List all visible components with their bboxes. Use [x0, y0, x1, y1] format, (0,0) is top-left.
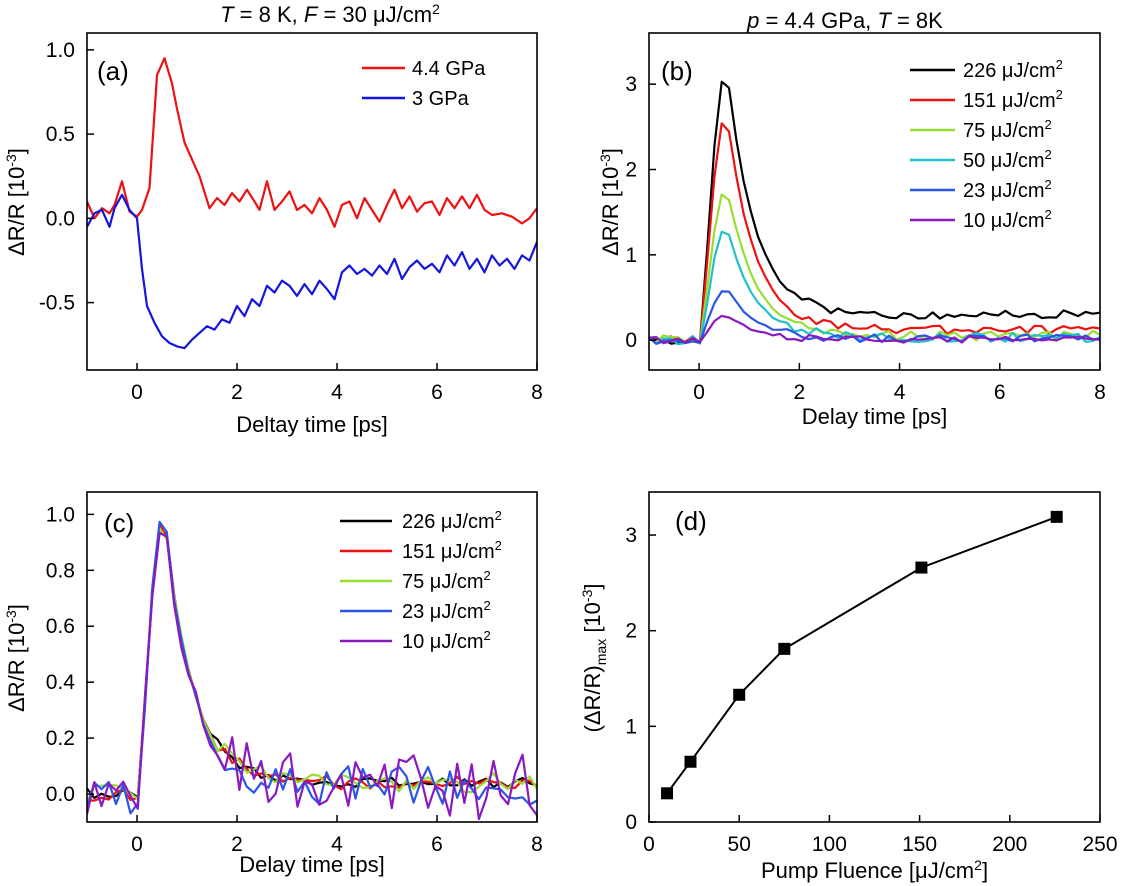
y-axis-label: (ΔR/R)max [10-3]	[579, 584, 609, 733]
x-tick-label: 4	[894, 381, 906, 404]
x-tick-label: 100	[812, 833, 847, 856]
series-line-5	[649, 290, 1100, 345]
legend-label: 10 μJ/cm2	[963, 207, 1052, 232]
legend-label: 10 μJ/cm2	[402, 628, 491, 653]
y-tick-label: 0.6	[46, 615, 75, 638]
data-point-3	[733, 688, 746, 701]
series-line-6	[649, 314, 1100, 345]
panel-a: 0 2 4 6 8 -0.5 0.0 0.5 1.0 Deltay time [ps] ΔR/R […	[3, 32, 543, 437]
series-line-1	[87, 57, 537, 228]
x-axis-label: Delay time [ps]	[239, 852, 385, 877]
axes-frame	[86, 491, 538, 823]
x-tick-label: 0	[131, 381, 143, 404]
y-tick-label: -0.5	[39, 292, 75, 315]
panel-c: 0 2 4 6 8 0.0 0.2 0.4 0.6 0.8 1.0 Delay time [ps] ΔR…	[3, 491, 543, 877]
legend-label: 151 μJ/cm2	[963, 87, 1063, 112]
x-tick-label: 8	[531, 381, 543, 404]
panel-label: (d)	[675, 506, 707, 536]
x-tick-label: 0	[131, 833, 143, 856]
y-tick-label: 1.0	[46, 503, 75, 526]
legend-label: 226 μJ/cm2	[402, 508, 502, 533]
x-tick-label: 0	[693, 381, 705, 404]
panel-d: 0 50 100 150 200 250 0 1 2 3 Pump Fluence [μJ/cm2]…	[579, 491, 1118, 883]
x-tick-label: 6	[431, 833, 443, 856]
y-tick-label: 0	[625, 329, 637, 352]
header-right: p = 4.4 GPa, T = 8K	[746, 8, 943, 33]
y-tick-label: 1	[625, 244, 637, 267]
x-tick-label: 8	[1094, 381, 1106, 404]
x-tick-label: 2	[793, 381, 805, 404]
x-tick-label: 50	[728, 833, 751, 856]
legend-label: 151 μJ/cm2	[402, 538, 502, 563]
data-point-5	[915, 561, 928, 574]
y-tick-label: 3	[625, 524, 637, 547]
panel-label: (b)	[661, 56, 693, 86]
y-axis-label: ΔR/R [10-3]	[3, 604, 29, 712]
axes-frame	[648, 32, 1101, 371]
x-tick-label: 0	[643, 833, 655, 856]
x-axis-label: Pump Fluence [μJ/cm2]	[761, 857, 988, 883]
x-tick-label: 8	[531, 833, 543, 856]
y-axis-label: ΔR/R [10-3]	[3, 148, 29, 256]
x-tick-label: 2	[231, 833, 243, 856]
x-tick-label: 6	[431, 381, 443, 404]
y-tick-label: 1	[625, 715, 637, 738]
x-tick-label: 4	[331, 833, 343, 856]
series-line-4	[87, 520, 537, 815]
data-point-4	[778, 642, 791, 655]
legend-label: 75 μJ/cm2	[402, 568, 491, 593]
x-tick-label: 4	[331, 381, 343, 404]
data-point-6	[1050, 510, 1063, 523]
y-tick-label: 0.0	[46, 783, 75, 806]
plot-area	[87, 57, 537, 350]
legend-label: 23 μJ/cm2	[402, 598, 491, 623]
legend-label: 226 μJ/cm2	[963, 57, 1063, 82]
panel-b: 0 2 4 6 8 0 1 2 3 Delay time [ps] ΔR/R [10-3] (b) 22…	[597, 32, 1106, 429]
header-left: T = 8 K, F = 30 μJ/cm2	[220, 1, 440, 27]
legend-label: 23 μJ/cm2	[963, 177, 1052, 202]
legend: 226 μJ/cm2 151 μJ/cm2 75 μJ/cm2 50 μJ/cm2 23…	[910, 57, 1063, 232]
series-line-1	[649, 80, 1100, 345]
y-tick-label: 2	[625, 620, 637, 643]
legend-label: 75 μJ/cm2	[963, 117, 1052, 142]
x-tick-label: 6	[994, 381, 1006, 404]
legend-label: 4.4 GPa	[412, 58, 486, 80]
x-tick-label: 150	[902, 833, 937, 856]
axes-frame	[86, 32, 538, 371]
y-tick-label: 2	[625, 159, 637, 182]
y-tick-label: 0	[625, 811, 637, 834]
plot-area	[87, 520, 537, 821]
y-tick-label: 0.4	[46, 671, 76, 694]
legend-label: 3 GPa	[412, 88, 470, 110]
series-line-2	[649, 122, 1100, 345]
data-point-1	[661, 787, 674, 800]
axes-frame	[648, 491, 1101, 823]
series-line-2	[87, 193, 537, 350]
legend: 4.4 GPa 3 GPa	[362, 58, 486, 110]
series-line-5	[87, 531, 537, 821]
y-tick-label: 1.0	[46, 39, 75, 62]
x-tick-label: 200	[992, 833, 1027, 856]
x-tick-label: 2	[231, 381, 243, 404]
x-axis-label: Deltay time [ps]	[236, 412, 388, 437]
y-tick-label: 0.2	[46, 727, 75, 750]
x-axis-label: Delay time [ps]	[802, 404, 948, 429]
fluence-line	[666, 515, 1058, 794]
y-axis-label: ΔR/R [10-3]	[597, 148, 623, 256]
x-tick-label: 250	[1082, 833, 1117, 856]
y-tick-label: 3	[625, 73, 637, 96]
panel-label: (c)	[104, 508, 134, 538]
y-tick-label: 0.8	[46, 559, 75, 582]
panel-label: (a)	[97, 56, 129, 86]
plot-area	[649, 80, 1100, 346]
y-tick-label: 0.0	[46, 207, 75, 230]
y-tick-label: 0.5	[46, 123, 75, 146]
legend-label: 50 μJ/cm2	[963, 147, 1052, 172]
legend: 226 μJ/cm2 151 μJ/cm2 75 μJ/cm2 23 μJ/cm2 10…	[340, 508, 502, 653]
data-point-2	[684, 755, 697, 768]
series-line-2	[87, 523, 537, 802]
